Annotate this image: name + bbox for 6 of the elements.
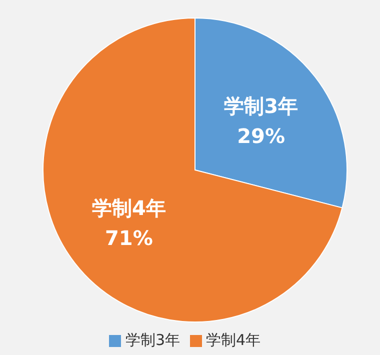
data-label: 71% [105, 226, 153, 250]
slice-label: 学制3年 [224, 94, 298, 118]
legend-label: 学制4年 [206, 331, 261, 349]
data-label: 29% [237, 124, 285, 148]
legend-label: 学制3年 [125, 331, 180, 349]
slice-label: 学制4年 [92, 196, 166, 220]
